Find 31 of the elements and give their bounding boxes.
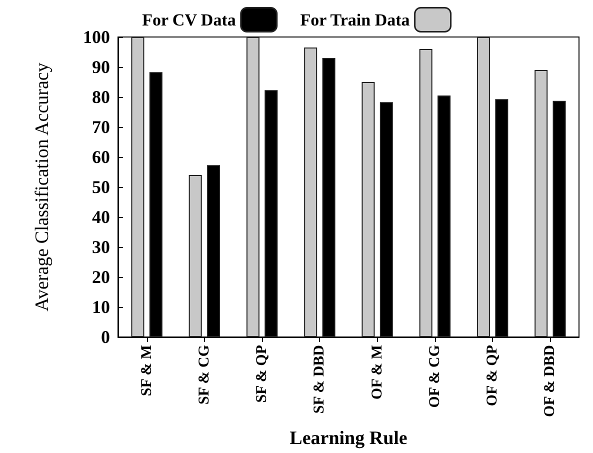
bar bbox=[419, 49, 432, 337]
y-tick-label: 50 bbox=[92, 177, 110, 197]
bar bbox=[304, 48, 318, 337]
x-tick-label: SF & QP bbox=[254, 345, 270, 403]
x-axis-title: Learning Rule bbox=[290, 428, 408, 449]
bar bbox=[476, 37, 490, 337]
bar bbox=[362, 82, 375, 337]
y-tick-label: 20 bbox=[92, 267, 110, 287]
y-tick-label: 90 bbox=[92, 57, 110, 77]
y-tick-label: 80 bbox=[92, 87, 110, 107]
bar bbox=[131, 37, 144, 337]
y-axis-title: Average Classification Accuracy bbox=[32, 62, 53, 312]
bar bbox=[188, 175, 202, 337]
y-tick-label: 100 bbox=[83, 27, 110, 47]
y-tick-label: 10 bbox=[92, 297, 110, 317]
x-tick-label: SF & DBD bbox=[312, 344, 328, 414]
bar bbox=[246, 37, 260, 337]
x-tick-label: OF & QP bbox=[484, 345, 501, 406]
y-tick-label: 40 bbox=[92, 207, 110, 227]
y-tick-label: 30 bbox=[92, 237, 110, 257]
y-tick-label: 0 bbox=[101, 327, 110, 347]
x-tick-label: SF & CG bbox=[196, 344, 212, 404]
x-tick-label: OF & DBD bbox=[542, 344, 558, 417]
legend-label: For CV Data bbox=[142, 10, 236, 30]
y-tick-label: 60 bbox=[92, 147, 110, 167]
y-tick-label: 70 bbox=[92, 117, 110, 137]
x-tick-label: OF & M bbox=[369, 345, 386, 400]
legend-label: For Train Data bbox=[300, 10, 410, 30]
x-tick-label: SF & M bbox=[138, 345, 155, 396]
x-tick-label: OF & CG bbox=[426, 344, 443, 408]
bar bbox=[534, 70, 548, 337]
